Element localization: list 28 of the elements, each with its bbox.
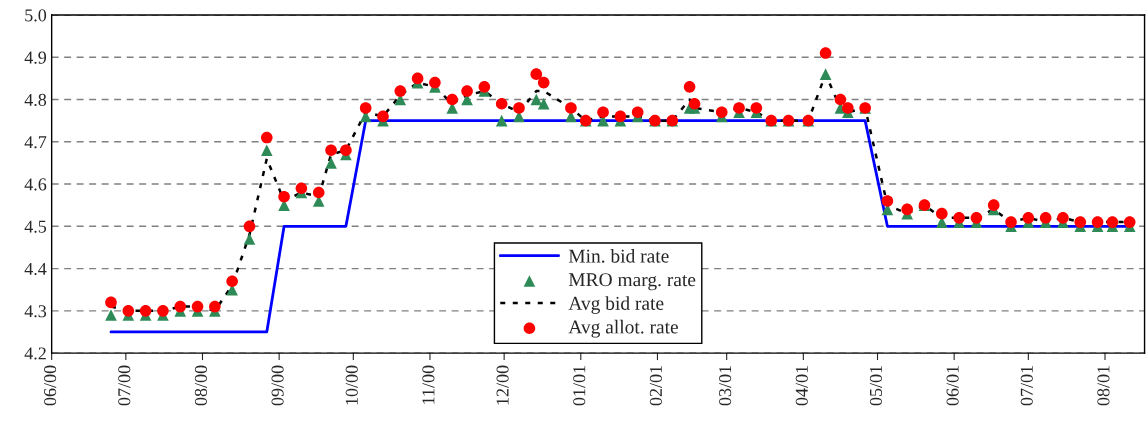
x-tick-label: 05/01 [869, 365, 883, 406]
y-tick-label: 4.5 [24, 220, 47, 233]
x-tick-label: 10/00 [345, 365, 358, 405]
y-tick-label: 4.2 [24, 347, 46, 360]
legend-label: Avg allot. rate [568, 319, 678, 338]
legend-label: MRO marg. rate [568, 273, 696, 291]
x-tick-label: 12/00 [496, 365, 509, 405]
x-tick-label: 01/01 [573, 365, 586, 406]
x-tick-label: 08/01 [1097, 365, 1110, 406]
x-tick-label: 04/01 [795, 365, 808, 406]
legend-label: Min. bid rate [568, 248, 669, 263]
x-tick-label: 07/01 [1020, 365, 1033, 406]
x-tick-label: 08/00 [194, 365, 208, 406]
y-tick-label: 4.7 [24, 136, 47, 149]
y-tick-label: 4.8 [24, 93, 47, 107]
x-tick-label: 03/01 [719, 365, 732, 406]
y-tick-label: 4.9 [24, 51, 47, 64]
y-tick-label: 4.6 [24, 178, 47, 191]
legend-label: Avg bid rate [568, 296, 664, 314]
x-tick-label: 06/00 [43, 365, 57, 406]
x-tick-label: 06/01 [946, 365, 959, 406]
x-tick-label: 07/00 [118, 365, 131, 406]
y-tick-label: 4.4 [24, 262, 47, 276]
x-tick-label: 11/00 [422, 365, 435, 404]
y-tick-label: 4.3 [24, 305, 47, 318]
x-tick-label: 09/00 [271, 365, 284, 406]
x-tick-label: 02/01 [649, 365, 662, 406]
y-tick-label: 5.0 [25, 9, 47, 22]
